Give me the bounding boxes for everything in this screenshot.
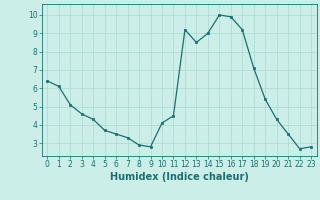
- X-axis label: Humidex (Indice chaleur): Humidex (Indice chaleur): [110, 172, 249, 182]
